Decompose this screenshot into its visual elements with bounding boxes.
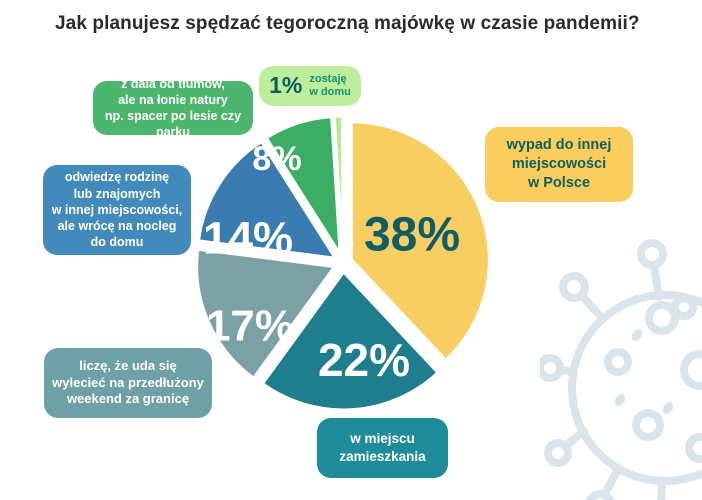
stay-home-percent: 1%	[269, 72, 303, 99]
coronavirus-icon	[540, 239, 702, 500]
callout-visit-family: odwiedzę rodzinę lub znajomych w innej m…	[43, 165, 191, 255]
pie-percent-label: 14%	[203, 213, 293, 264]
callout-nature: z dala od tłumów, ale na łonie natury np…	[93, 77, 253, 139]
pie-slice-38pct	[349, 120, 491, 362]
pie-slice-1pct	[332, 114, 345, 256]
chart-title: Jak planujesz spędzać tegoroczną majówkę…	[55, 13, 640, 34]
pie-percent-label: 38%	[364, 209, 460, 262]
callout-stay-home: 1% zostaję w domu	[259, 66, 361, 106]
pie-slice-17pct	[195, 247, 337, 380]
stay-home-label: zostaję w domu	[309, 73, 351, 98]
pie-slice-14pct	[197, 140, 337, 260]
callout-weekend-abroad: liczę, że uda się wylecieć na przedłużon…	[44, 348, 212, 418]
pie-slice-8pct	[264, 115, 342, 256]
callout-place-of-residence: w miejscu zamieszkania	[317, 418, 448, 478]
pie-slice-22pct	[261, 270, 440, 412]
pie-percent-label: 22%	[318, 334, 410, 386]
pie-percent-label: 8%	[252, 140, 301, 178]
pie-percent-label: 17%	[206, 302, 294, 351]
callout-trip-in-poland: wypad do innej miejscowości w Polsce	[485, 127, 633, 202]
